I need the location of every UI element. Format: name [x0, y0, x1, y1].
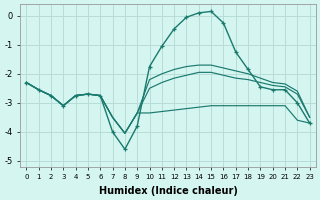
X-axis label: Humidex (Indice chaleur): Humidex (Indice chaleur)	[99, 186, 237, 196]
